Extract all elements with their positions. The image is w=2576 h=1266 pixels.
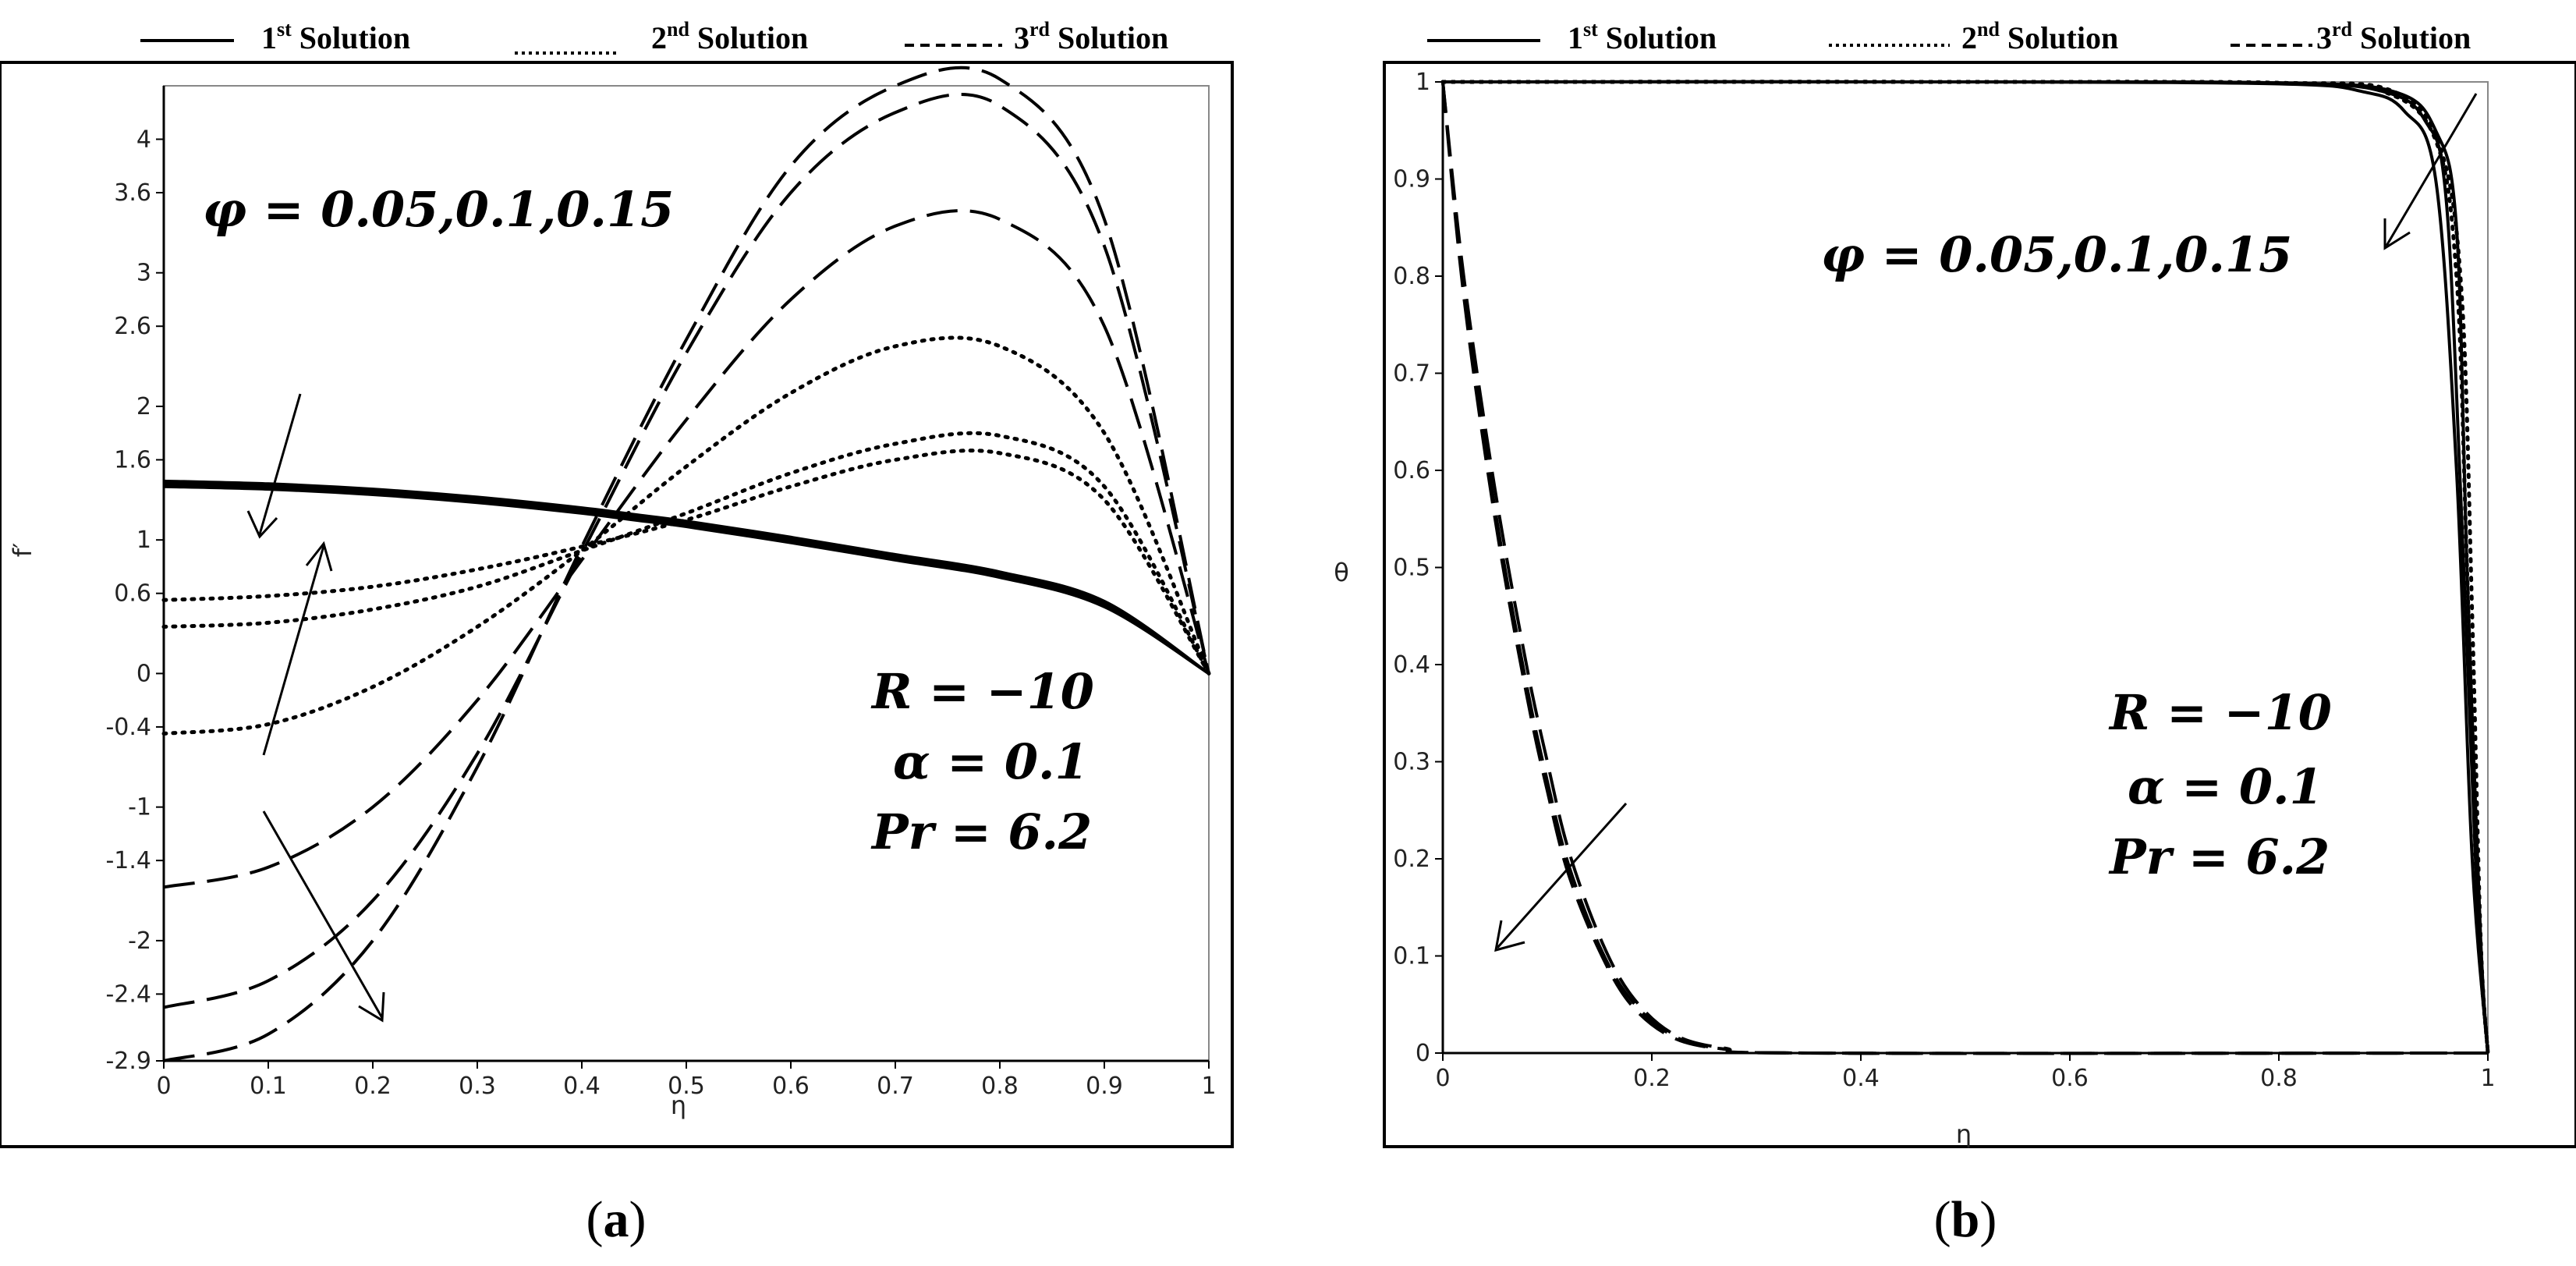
y-ticks-b: 0 0.1 0.2 0.3 0.4 0.5 0.6 0.7 0.8 0.9 1 — [1393, 69, 1443, 1067]
annotation-r-a: R = −10 — [870, 663, 1094, 720]
x-tick-label-b: 0.2 — [1633, 1065, 1671, 1092]
y-tick-label-b: 0.4 — [1393, 651, 1430, 679]
annotation-phi-a: φ = 0.05,0.1,0.15 — [203, 181, 674, 238]
x-axis-label-b: η — [1956, 1119, 1972, 1149]
x-tick-label-b: 0 — [1435, 1065, 1450, 1092]
arrow-a-dotted — [262, 545, 325, 756]
arrow-b-dashed — [1496, 803, 1628, 949]
panel-a: 0 0.1 0.2 0.3 0.4 0.5 0.6 0.7 0.8 0.9 1 -2.9-2.4-2… — [0, 61, 1234, 1148]
y-tick-label-a: 0.6 — [114, 580, 151, 608]
x-tick-label-a: 0.4 — [563, 1073, 601, 1100]
annotation-phi-b: φ = 0.05,0.1,0.15 — [1821, 226, 2292, 283]
series-b-5-dotted — [1440, 80, 2490, 1055]
legend-b-entry-1: 1st Solution — [1568, 18, 1717, 55]
series-a-3-solid — [163, 479, 1210, 676]
y-tick-label-b: 0.8 — [1393, 263, 1430, 290]
series-a-5-dotted — [161, 431, 1211, 676]
series-a-6-dotted — [161, 335, 1211, 736]
arrow-b-solid-head — [2383, 218, 2411, 250]
curves-b — [1440, 80, 2490, 1055]
arrow-b-dashed-head — [1494, 920, 1525, 952]
trend-arrows-a — [246, 393, 385, 1023]
plot-frame-b — [1383, 61, 2576, 1148]
y-tick-label-a: 1.6 — [114, 446, 151, 473]
annotation-r-b: R = −10 — [2108, 684, 2332, 741]
y-tick-label-b: 0.6 — [1393, 457, 1430, 484]
annotation-pr-a: Pr = 6.2 — [870, 803, 1092, 860]
y-tick-label-a: 4 — [136, 126, 151, 153]
legend-a-entry-3: 3rd Solution — [1014, 18, 1168, 55]
x-tick-label-a: 1 — [1201, 1073, 1216, 1100]
y-tick-label-b: 0.5 — [1393, 555, 1430, 582]
caption-b: (b) — [1934, 1191, 1997, 1248]
curves-a — [161, 66, 1211, 1062]
legend-b-entry-2: 2nd Solution — [1961, 18, 2118, 55]
y-tick-label-a: -1 — [128, 794, 151, 821]
y-tick-label-a: -2 — [128, 927, 151, 955]
series-a-1-solid — [163, 484, 1210, 676]
y-tick-label-a: 3.6 — [114, 179, 151, 207]
x-tick-label-a: 0.2 — [354, 1073, 392, 1100]
panel-b: 0 0.2 0.4 0.6 0.8 1 0 0.1 0.2 0.3 0.4 0.5 0.6 0.7 0.8… — [1334, 61, 2576, 1149]
series-a-7-dashed — [163, 209, 1210, 889]
x-ticks-a: 0 0.1 0.2 0.3 0.4 0.5 0.6 0.7 0.8 0.9 1 — [156, 1061, 1217, 1100]
arrow-a-dotted-head — [305, 541, 333, 572]
series-b-8-dashed — [1441, 81, 2489, 1055]
annotation-alpha-b: α = 0.1 — [2128, 758, 2323, 815]
x-tick-label-a: 0.9 — [1086, 1073, 1123, 1100]
series-a-2-solid — [163, 482, 1210, 676]
y-tick-label-a: 3 — [136, 260, 151, 287]
arrow-a-solid-head — [246, 510, 278, 539]
y-tick-label-a: -1.4 — [105, 847, 151, 874]
y-axis-label-b: θ — [1334, 558, 1349, 587]
plot-frame-a — [0, 61, 1234, 1148]
legend-a-entry-1: 1st Solution — [261, 18, 410, 55]
y-tick-label-b: 0.7 — [1393, 360, 1430, 388]
y-tick-label-a: -0.4 — [105, 714, 151, 741]
series-a-4-dotted — [161, 449, 1211, 676]
y-tick-label-a: 0 — [136, 660, 151, 687]
legend-b-entry-3: 3rd Solution — [2316, 18, 2471, 55]
arrow-a-solid — [258, 393, 302, 535]
y-tick-label-a: -2.9 — [105, 1048, 151, 1075]
y-tick-label-b: 0.1 — [1393, 943, 1430, 970]
series-a-9-dashed — [163, 66, 1210, 1062]
x-tick-label-a: 0 — [156, 1073, 171, 1100]
x-ticks-b: 0 0.2 0.4 0.6 0.8 1 — [1435, 1053, 2496, 1092]
x-tick-label-b: 0.6 — [2051, 1065, 2089, 1092]
y-tick-label-b: 0 — [1416, 1040, 1430, 1067]
arrow-a-dashed-head — [358, 991, 385, 1023]
y-ticks-a: -2.9 -2.4 -2 -1.4 -1 -0.4 0 0.6 1 1.6 2 2.6 3 3.6 4 — [105, 126, 164, 1075]
legend-a: 1st Solution 2nd Solution 3rd Solution — [140, 18, 1168, 55]
arrow-b-solid — [2385, 93, 2478, 246]
x-tick-label-a: 0.7 — [877, 1073, 914, 1100]
x-tick-label-b: 1 — [2480, 1065, 2495, 1092]
y-tick-label-b: 0.2 — [1393, 846, 1430, 873]
legend-a-entry-2: 2nd Solution — [651, 18, 808, 55]
caption-a: (a) — [586, 1191, 647, 1248]
x-tick-label-a: 0.8 — [981, 1073, 1019, 1100]
arrow-a-dashed — [262, 810, 384, 1019]
y-tick-label-a: 1 — [136, 527, 151, 554]
y-tick-label-a: 2 — [136, 393, 151, 420]
trend-arrows-b — [1494, 93, 2478, 952]
y-tick-label-b: 0.9 — [1393, 166, 1430, 193]
y-tick-label-b: 1 — [1416, 69, 1430, 96]
x-tick-label-a: 0.1 — [250, 1073, 287, 1100]
annotation-alpha-a: α = 0.1 — [893, 733, 1089, 790]
series-a-8-dashed — [163, 92, 1210, 1009]
annotation-pr-b: Pr = 6.2 — [2108, 828, 2330, 885]
x-axis-label-a: η — [671, 1090, 686, 1120]
y-tick-label-a: -2.4 — [105, 981, 151, 1008]
x-tick-label-b: 0.4 — [1842, 1065, 1880, 1092]
x-tick-label-a: 0.5 — [668, 1073, 705, 1100]
y-axis-label-a: f′ — [8, 543, 37, 558]
y-tick-label-b: 0.3 — [1393, 749, 1430, 776]
y-tick-label-a: 2.6 — [114, 313, 151, 340]
x-tick-label-a: 0.6 — [772, 1073, 810, 1100]
x-tick-label-a: 0.3 — [459, 1073, 496, 1100]
x-tick-label-b: 0.8 — [2260, 1065, 2298, 1092]
legend-b: 1st Solution 2nd Solution 3rd Solution — [1427, 18, 2471, 55]
